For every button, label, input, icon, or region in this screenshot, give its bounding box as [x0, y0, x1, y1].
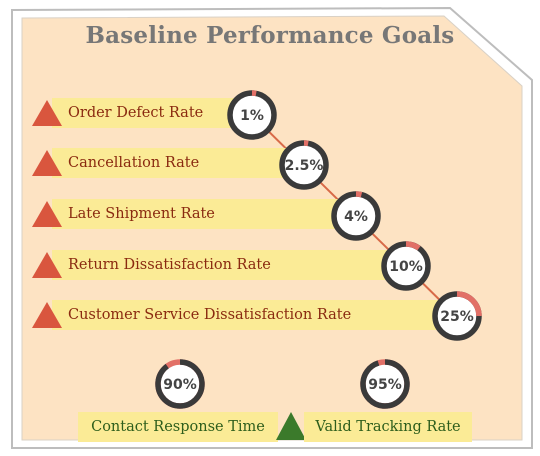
warning-triangle-icon — [32, 100, 62, 126]
target-value: 90% — [163, 377, 197, 393]
goal-ring: 25% — [432, 291, 482, 341]
target-label: Valid Tracking Rate — [315, 419, 461, 435]
goal-bar-cancellation: Cancellation Rate — [52, 148, 290, 178]
goal-value: 1% — [240, 108, 264, 124]
goal-bar-customer-service: Customer Service Dissatisfaction Rate — [52, 300, 442, 330]
target-value: 95% — [368, 377, 402, 393]
target-ring: 90% — [155, 359, 205, 409]
target-bar-valid-tracking: Valid Tracking Rate — [304, 412, 472, 442]
page-title: Baseline Performance Goals — [85, 22, 455, 49]
goal-label: Order Defect Rate — [68, 105, 204, 121]
goal-label: Cancellation Rate — [68, 155, 200, 171]
goal-value: 25% — [440, 309, 474, 325]
warning-triangle-icon — [32, 302, 62, 328]
target-bar-contact-response: Contact Response Time — [78, 412, 278, 442]
goal-label: Customer Service Dissatisfaction Rate — [68, 307, 352, 323]
warning-triangle-icon — [32, 252, 62, 278]
goal-label: Return Dissatisfaction Rate — [68, 257, 271, 273]
goal-bar-late-shipment: Late Shipment Rate — [52, 199, 342, 229]
target-label: Contact Response Time — [91, 419, 265, 435]
goal-bar-return-dissatisfaction: Return Dissatisfaction Rate — [52, 250, 392, 280]
warning-triangle-icon — [32, 201, 62, 227]
goal-value: 2.5% — [285, 158, 324, 174]
target-ring: 95% — [360, 359, 410, 409]
goal-value: 10% — [389, 259, 423, 275]
goal-label: Late Shipment Rate — [68, 206, 215, 222]
goal-ring: 10% — [381, 241, 431, 291]
goal-value: 4% — [344, 209, 368, 225]
goal-ring: 2.5% — [279, 140, 329, 190]
goal-ring: 1% — [227, 90, 277, 140]
goal-ring: 4% — [331, 191, 381, 241]
goal-bar-order-defect: Order Defect Rate — [52, 98, 238, 128]
warning-triangle-icon — [32, 150, 62, 176]
up-triangle-icon — [276, 412, 306, 440]
